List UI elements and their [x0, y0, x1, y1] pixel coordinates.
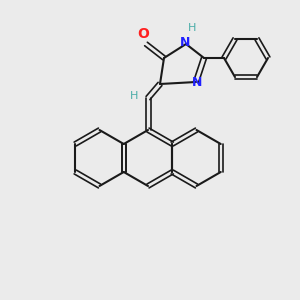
Text: O: O [137, 27, 149, 41]
Text: N: N [180, 37, 190, 50]
Text: H: H [130, 91, 138, 101]
Text: N: N [192, 76, 202, 89]
Text: H: H [188, 23, 196, 33]
